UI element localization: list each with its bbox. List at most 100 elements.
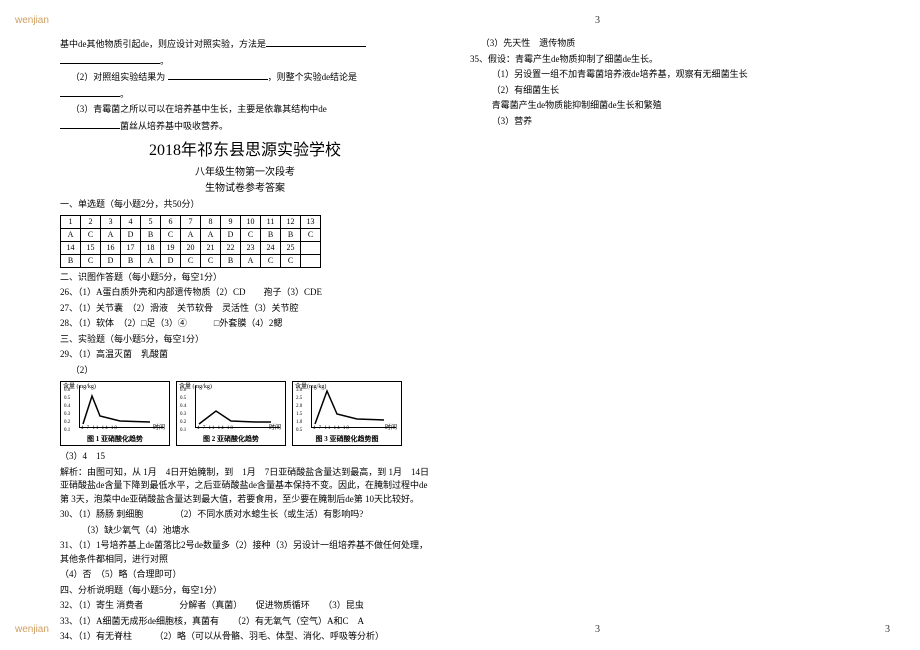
chart-caption: 图 2 亚硝酸化趋势	[177, 434, 285, 445]
q-text: 基中de其他物质引起de，则应设计对照实验，方法是	[60, 39, 266, 49]
table-cell: 2	[81, 215, 101, 228]
r2: 35、假设：青霉产生de物质抑制了细菌de生长。	[470, 53, 850, 67]
chart-row: 含量 (mg/kg) 0.60.50.40.30.20.1 4 7 11 14 …	[60, 381, 430, 446]
table-row: 141516171819202122232425	[61, 241, 321, 254]
table-row: 12345678910111213	[61, 215, 321, 228]
chart-1: 含量 (mg/kg) 0.60.50.40.30.20.1 4 7 11 14 …	[60, 381, 170, 446]
table-cell: 8	[201, 215, 221, 228]
table-cell: C	[181, 254, 201, 267]
table-cell: B	[61, 254, 81, 267]
answer-34: 34、（1）有无脊柱 （2）略（可以从骨骼、羽毛、体型、消化、呼吸等分析）	[60, 630, 430, 644]
chart-axes	[79, 386, 164, 428]
table-cell: 21	[201, 241, 221, 254]
table-cell: 17	[121, 241, 141, 254]
chart-line	[312, 386, 397, 428]
period: 。	[120, 89, 129, 99]
table-cell: A	[101, 228, 121, 241]
chart-xticks: 4 7 11 14 18	[81, 425, 118, 433]
r5: 青霉菌产生de物质能抑制细菌de生长和繁殖	[470, 99, 850, 113]
table-cell: 24	[261, 241, 281, 254]
chart-yticks: 3.02.52.01.51.00.5	[296, 388, 302, 436]
q-text: 。	[60, 87, 430, 102]
main-title: 2018年祁东县思源实验学校	[60, 139, 430, 163]
left-column: 基中de其他物质引起de，则应设计对照实验，方法是 。 （2）对照组实验结果为 …	[60, 35, 430, 646]
table-cell: B	[221, 254, 241, 267]
chart-yticks: 0.60.50.40.30.20.1	[180, 388, 186, 436]
table-cell: B	[141, 228, 161, 241]
text: ，则整个实验de结论是	[268, 72, 358, 82]
answer-29b: （2）	[60, 364, 430, 378]
table-cell: 23	[241, 241, 261, 254]
r1: （3）先天性 遗传物质	[470, 37, 850, 51]
answer-30a: 30、（1）肠肠 刺细胞 （2）不同水质对水螅生长（或生活）有影响吗?	[60, 508, 430, 522]
table-cell: A	[141, 254, 161, 267]
table-cell: C	[301, 228, 321, 241]
table-cell: 16	[101, 241, 121, 254]
table-cell: B	[121, 254, 141, 267]
r3: （1）另设置一组不加青霉菌培养液de培养基，观察有无细菌生长	[470, 68, 850, 82]
table-cell: 7	[181, 215, 201, 228]
table-cell: 25	[281, 241, 301, 254]
question-text: 基中de其他物质引起de，则应设计对照实验，方法是	[60, 37, 430, 52]
chart-3: 含量(mg/kg) 3.02.52.01.51.00.5 4 7 11 14 1…	[292, 381, 402, 446]
answer-29a: 29、（1）高温灭菌 乳酸菌	[60, 348, 430, 362]
table-cell: 18	[141, 241, 161, 254]
table-cell	[301, 241, 321, 254]
answer-31b: （4）否 （5）略（合理即可）	[60, 568, 430, 582]
chart-caption: 图 1 亚硝酸化趋势	[61, 434, 169, 445]
table-cell: A	[61, 228, 81, 241]
chart-xlabel: 时间	[153, 424, 165, 433]
watermark-top: wenjian	[15, 15, 49, 26]
page-number-right: 3	[885, 624, 890, 635]
table-row: BCDBADCCBACC	[61, 254, 321, 267]
table-cell: 20	[181, 241, 201, 254]
table-cell: C	[81, 254, 101, 267]
table-cell: 19	[161, 241, 181, 254]
blank	[60, 119, 120, 129]
answer-table: 12345678910111213 ACADBCAADCBBC 14151617…	[60, 215, 321, 268]
q-text: （2）对照组实验结果为 ，则整个实验de结论是	[60, 70, 430, 85]
table-cell: 12	[281, 215, 301, 228]
section-3-heading: 三、实验题（每小题5分，每空1分）	[60, 333, 430, 347]
table-cell: 15	[81, 241, 101, 254]
answer-29d: 解析：由图可知，从 1月 4日开始腌制，到 1月 7日亚硝酸盐含量达到最高，到 …	[60, 466, 430, 507]
chart-xlabel: 时间	[269, 424, 281, 433]
table-cell: A	[181, 228, 201, 241]
page-number-top: 3	[595, 15, 600, 26]
answer-26: 26、（1）A蛋白质外壳和内部遗传物质（2）CD 孢子（3）CDE	[60, 286, 430, 300]
table-cell: C	[81, 228, 101, 241]
subtitle-2: 生物试卷参考答案	[60, 181, 430, 196]
table-cell: A	[241, 254, 261, 267]
table-cell: 22	[221, 241, 241, 254]
table-cell: D	[161, 254, 181, 267]
chart-xticks: 4 7 11 14 18	[197, 425, 234, 433]
table-row: ACADBCAADCBBC	[61, 228, 321, 241]
table-cell	[301, 254, 321, 267]
chart-line	[196, 386, 281, 428]
table-cell: C	[161, 228, 181, 241]
chart-2: 含量 (mg/kg) 0.60.50.40.30.20.1 4 7 11 14 …	[176, 381, 286, 446]
chart-axes	[311, 386, 396, 428]
subtitle-1: 八年级生物第一次段考	[60, 165, 430, 180]
table-cell: 5	[141, 215, 161, 228]
table-cell: A	[201, 228, 221, 241]
table-cell: B	[281, 228, 301, 241]
text: （3）青霉菌之所以可以在培养基中生长，主要是依靠其结构中de	[71, 104, 327, 114]
q-text: 。	[60, 54, 430, 69]
table-cell: 10	[241, 215, 261, 228]
period: 。	[160, 56, 169, 66]
table-cell: 13	[301, 215, 321, 228]
text: 菌丝从培养基中吸收营养。	[120, 121, 228, 131]
table-cell: C	[261, 254, 281, 267]
watermark-bottom: wenjian	[15, 624, 49, 635]
chart-caption: 图 3 亚硝酸化趋势图	[293, 434, 401, 445]
table-cell: C	[201, 254, 221, 267]
table-cell: 3	[101, 215, 121, 228]
answer-29c: （3）4 15	[60, 450, 430, 464]
blank	[60, 54, 160, 64]
answer-28: 28、（1）软体 （2）□足（3）④ □外套膜（4）2鳃	[60, 317, 430, 331]
table-cell: 14	[61, 241, 81, 254]
answer-32: 32、（1）寄生 消费者 分解者（真菌） 促进物质循环 （3）昆虫	[60, 599, 430, 613]
page-number-left: 3	[595, 624, 600, 635]
r4: （2）有细菌生长	[470, 84, 850, 98]
